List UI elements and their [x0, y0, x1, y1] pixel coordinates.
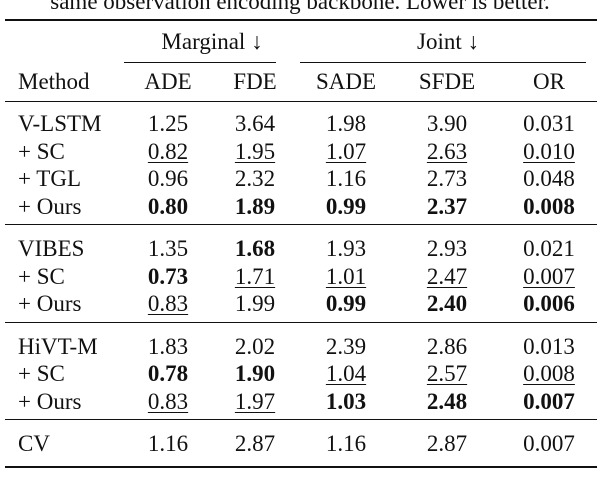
value-cell: 1.89: [234, 193, 276, 219]
value-cell: 2.57: [426, 361, 468, 386]
column-header: SADE: [315, 69, 377, 94]
value-cell: 1.93: [325, 236, 367, 261]
column-header: FDE: [233, 69, 277, 94]
value-cell: 0.021: [523, 236, 575, 261]
value-cell: 0.99: [325, 291, 367, 316]
value-cell: 1.35: [147, 236, 189, 261]
value-cell: 0.007: [523, 431, 575, 456]
method-cell: + Ours: [18, 291, 82, 316]
value-cell: 1.16: [147, 431, 189, 456]
value-cell: 2.32: [234, 166, 276, 191]
value-cell: 1.68: [234, 236, 276, 261]
column-header: Method: [18, 69, 90, 94]
value-cell: 3.90: [426, 111, 468, 136]
method-cell: V-LSTM: [18, 111, 102, 136]
value-cell: 0.80: [147, 193, 189, 219]
value-cell: 0.006: [523, 291, 575, 316]
value-cell: 3.64: [234, 111, 276, 136]
value-cell: 2.02: [234, 333, 276, 359]
value-cell: 0.008: [523, 361, 575, 386]
top-rule: [5, 19, 597, 21]
value-cell: 2.87: [426, 431, 468, 456]
column-header: OR: [533, 69, 565, 94]
value-cell: 0.007: [523, 263, 575, 289]
value-cell: 0.007: [523, 388, 575, 414]
method-cell: + SC: [18, 263, 65, 289]
value-cell: 2.86: [426, 333, 468, 359]
method-cell: + SC: [18, 361, 65, 386]
value-cell: 0.008: [523, 193, 575, 219]
value-cell: 1.04: [325, 361, 367, 386]
value-cell: 2.73: [426, 166, 468, 191]
value-cell: 0.83: [147, 291, 189, 316]
header-rule: [5, 101, 597, 102]
value-cell: 1.95: [234, 138, 276, 164]
value-cell: 1.16: [325, 166, 367, 191]
method-cell: HiVT-M: [18, 333, 98, 359]
value-cell: 1.71: [234, 263, 276, 289]
section-rule: [5, 321, 597, 323]
value-cell: 2.39: [325, 333, 367, 359]
method-cell: + SC: [18, 138, 65, 164]
value-cell: 1.16: [325, 431, 367, 456]
group-rule: [300, 62, 586, 63]
value-cell: 0.013: [523, 333, 575, 359]
method-cell: VIBES: [18, 236, 85, 261]
value-cell: 2.37: [426, 193, 468, 219]
value-cell: 1.25: [147, 111, 189, 136]
value-cell: 2.40: [426, 291, 468, 316]
value-cell: 1.98: [325, 111, 367, 136]
value-cell: 1.97: [234, 388, 276, 414]
group-header: Marginal ↓: [161, 29, 263, 54]
group-rule: [124, 62, 276, 63]
value-cell: 0.96: [147, 166, 189, 191]
value-cell: 1.07: [325, 138, 367, 164]
value-cell: 0.99: [325, 193, 367, 219]
value-cell: 1.99: [234, 291, 276, 316]
value-cell: 2.47: [426, 263, 468, 289]
section-rule: [5, 419, 597, 420]
value-cell: 0.83: [147, 388, 189, 414]
group-header: Joint ↓: [417, 29, 479, 54]
method-cell: + TGL: [18, 166, 82, 191]
bottom-rule: [5, 465, 597, 468]
column-header: ADE: [144, 69, 192, 94]
method-cell: + Ours: [18, 193, 82, 219]
value-cell: 0.82: [147, 138, 189, 164]
caption: same observation encoding backbone. Lowe…: [50, 0, 550, 14]
value-cell: 2.87: [234, 431, 276, 456]
value-cell: 2.48: [426, 388, 468, 414]
column-header: SFDE: [418, 69, 476, 94]
value-cell: 0.73: [147, 263, 189, 289]
value-cell: 0.048: [523, 166, 575, 191]
method-cell: CV: [18, 431, 50, 456]
value-cell: 2.93: [426, 236, 468, 261]
value-cell: 0.031: [523, 111, 575, 136]
value-cell: 1.01: [325, 263, 367, 289]
value-cell: 1.83: [147, 333, 189, 359]
value-cell: 0.010: [523, 138, 575, 164]
value-cell: 1.90: [234, 361, 276, 386]
value-cell: 0.78: [147, 361, 189, 386]
value-cell: 2.63: [426, 138, 468, 164]
section-rule: [5, 224, 597, 225]
method-cell: + Ours: [18, 388, 82, 414]
value-cell: 1.03: [325, 388, 367, 414]
